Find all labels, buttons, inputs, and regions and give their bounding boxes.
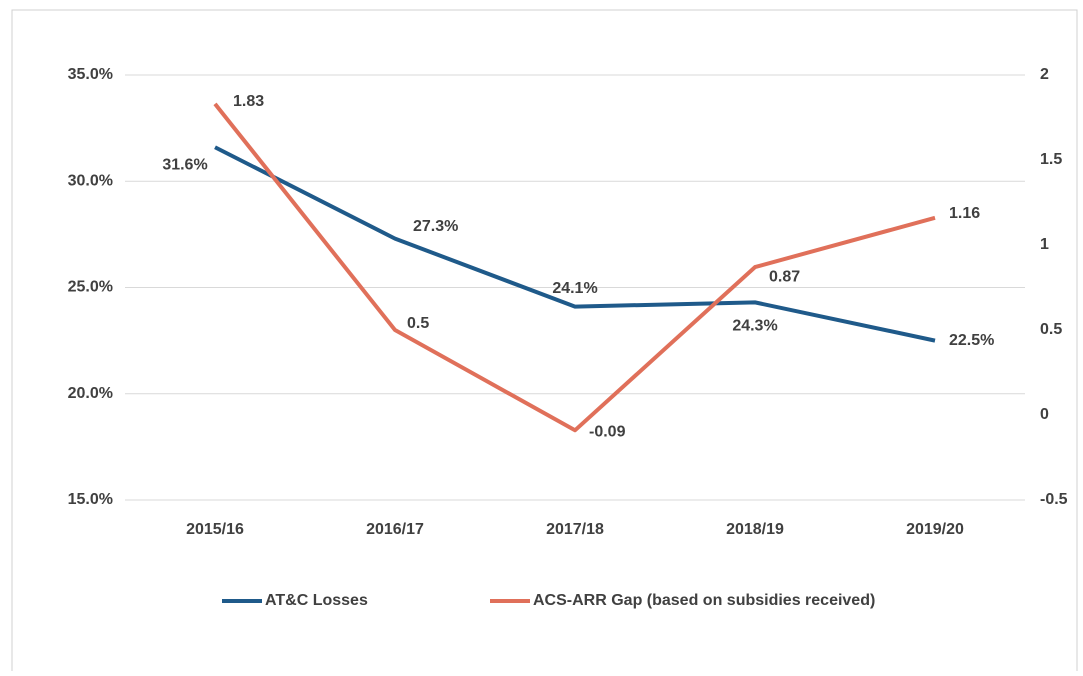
y2-tick-label: 2 [1040, 66, 1049, 83]
x-tick-label: 2015/16 [186, 521, 244, 538]
data-label: 1.83 [233, 93, 264, 110]
chart-frame [11, 9, 1078, 676]
y2-tick-label: 0 [1040, 406, 1049, 423]
x-tick-label: 2017/18 [546, 521, 604, 538]
data-label: 1.16 [949, 205, 980, 222]
data-label: 24.3% [732, 318, 777, 335]
data-label: -0.09 [589, 424, 626, 441]
y2-tick-label: 1.5 [1040, 151, 1062, 168]
y2-tick-label: 1 [1040, 236, 1049, 253]
y-tick-label: 30.0% [68, 172, 113, 189]
y-tick-label: 25.0% [68, 279, 113, 296]
data-label: 0.5 [407, 315, 429, 332]
legend-label: AT&C Losses [265, 592, 368, 609]
data-label: 0.87 [769, 268, 800, 285]
line-series [214, 145, 936, 343]
y-tick-label: 15.0% [68, 491, 113, 508]
y2-tick-label: -0.5 [1040, 491, 1068, 508]
data-label: 22.5% [949, 332, 994, 349]
data-label: 24.1% [552, 280, 597, 297]
x-tick-label: 2019/20 [906, 521, 964, 538]
x-tick-label: 2016/17 [366, 521, 424, 538]
x-tick-label: 2018/19 [726, 521, 784, 538]
data-label: 27.3% [413, 218, 458, 235]
legend-label: ACS-ARR Gap (based on subsidies received… [533, 592, 875, 609]
y2-tick-label: 0.5 [1040, 321, 1062, 338]
data-label: 31.6% [162, 156, 207, 173]
y-tick-label: 35.0% [68, 66, 113, 83]
line-series [213, 102, 936, 433]
y-tick-label: 20.0% [68, 385, 113, 402]
